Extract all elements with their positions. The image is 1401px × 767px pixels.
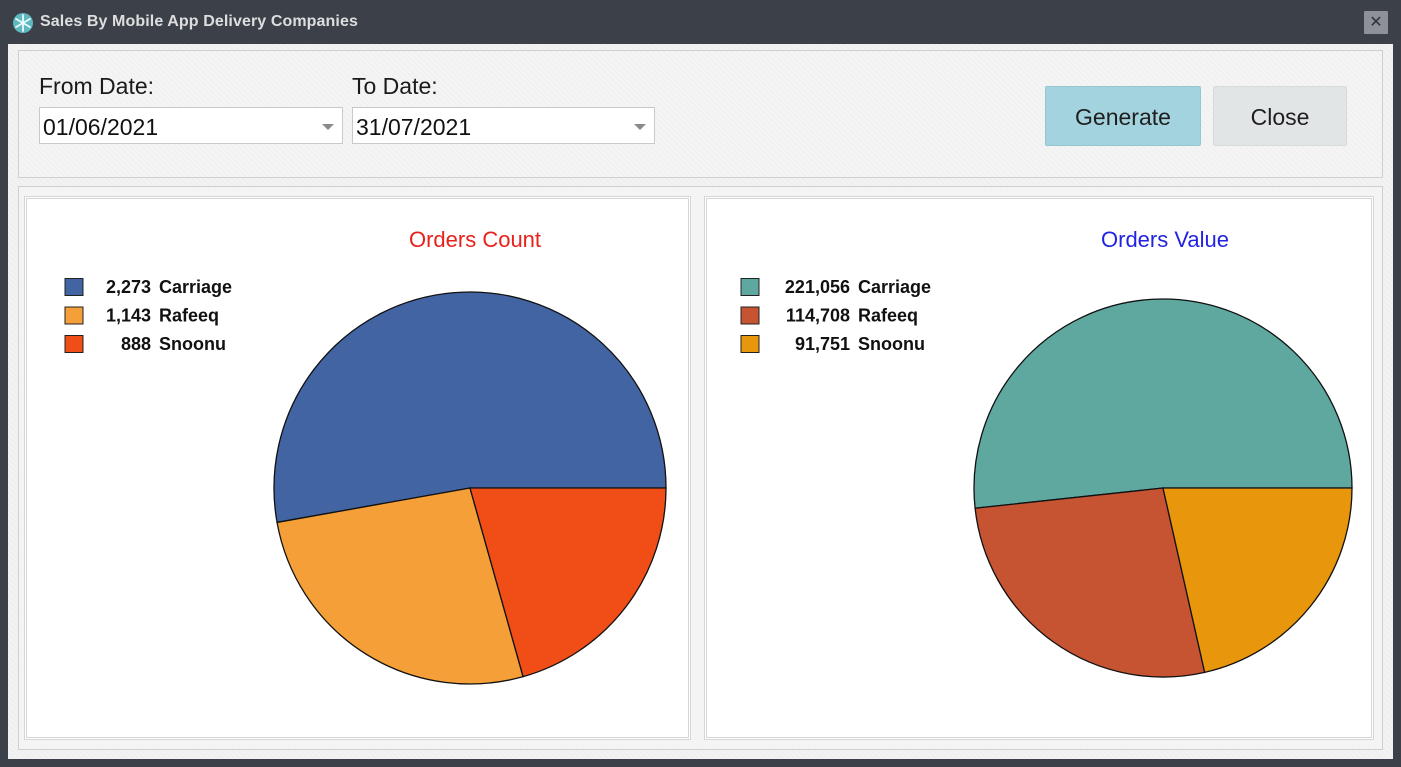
from-date-picker[interactable]: 01/06/2021: [39, 107, 343, 144]
pie-slice-snoonu: [469, 487, 667, 678]
from-date-label: From Date:: [39, 73, 155, 99]
to-date-label: To Date:: [352, 73, 438, 99]
window-client-area: From Date: 01/06/2021 To Date: 31/07/202…: [8, 44, 1393, 759]
from-date-value: 01/06/2021: [43, 114, 159, 140]
legend-value-rafeeq: 114,708: [786, 306, 850, 326]
legend-label-snoonu: Snoonu: [858, 334, 925, 354]
legend-label-carriage: Carriage: [159, 277, 232, 297]
orders-count-pie-chart: Orders Count 2,273 Carriage 1,143 Rafeeq 888 S…: [64, 227, 667, 685]
chart-title: Orders Count: [409, 227, 541, 252]
chart-title: Orders Value: [1101, 227, 1229, 252]
pie-slice-rafeeq: [974, 487, 1206, 678]
generate-button[interactable]: Generate: [1045, 86, 1201, 146]
legend-swatch-rafeeq: [64, 306, 84, 325]
pie-slice-carriage: [973, 298, 1353, 509]
close-button[interactable]: Close: [1213, 86, 1347, 146]
legend-swatch-carriage: [740, 278, 760, 296]
chevron-down-icon[interactable]: [322, 124, 334, 130]
legend-label-snoonu: Snoonu: [159, 334, 226, 354]
pie-slice-snoonu: [1162, 487, 1353, 674]
legend-value-carriage: 2,273: [106, 277, 151, 297]
to-date-picker[interactable]: 31/07/2021: [352, 107, 655, 144]
pie-slice-carriage: [273, 291, 667, 524]
chevron-down-icon[interactable]: [634, 124, 646, 130]
legend-value-snoonu: 888: [121, 334, 151, 354]
window-title: Sales By Mobile App Delivery Companies: [40, 13, 358, 30]
orders-value-chart-panel: Orders Value 221,056 Carriage 114,708 Rafeeq…: [704, 196, 1374, 740]
legend-swatch-rafeeq: [740, 306, 760, 325]
charts-area: Orders Count 2,273 Carriage 1,143 Rafeeq 888 S…: [18, 186, 1383, 750]
window-close-button[interactable]: ✕: [1364, 11, 1388, 34]
to-date-value: 31/07/2021: [356, 114, 472, 140]
legend-label-carriage: Carriage: [858, 277, 931, 297]
legend-label-rafeeq: Rafeeq: [159, 306, 219, 326]
legend-value-rafeeq: 1,143: [106, 306, 151, 326]
title-bar: Sales By Mobile App Delivery Companies ✕: [0, 0, 1401, 44]
orders-count-chart-panel: Orders Count 2,273 Carriage 1,143 Rafeeq 888 S…: [24, 196, 691, 740]
pie-slice-rafeeq: [276, 487, 524, 685]
legend-swatch-snoonu: [740, 335, 760, 353]
snowflake-icon: [13, 13, 33, 33]
filter-panel: From Date: 01/06/2021 To Date: 31/07/202…: [18, 50, 1383, 178]
legend-swatch-snoonu: [64, 335, 84, 353]
orders-value-pie-chart: Orders Value 221,056 Carriage 114,708 Rafeeq…: [740, 227, 1353, 678]
legend-swatch-carriage: [64, 278, 84, 296]
legend-label-rafeeq: Rafeeq: [858, 306, 918, 326]
legend-value-carriage: 221,056: [785, 277, 850, 297]
close-icon: ✕: [1369, 14, 1383, 31]
legend-value-snoonu: 91,751: [795, 334, 850, 354]
